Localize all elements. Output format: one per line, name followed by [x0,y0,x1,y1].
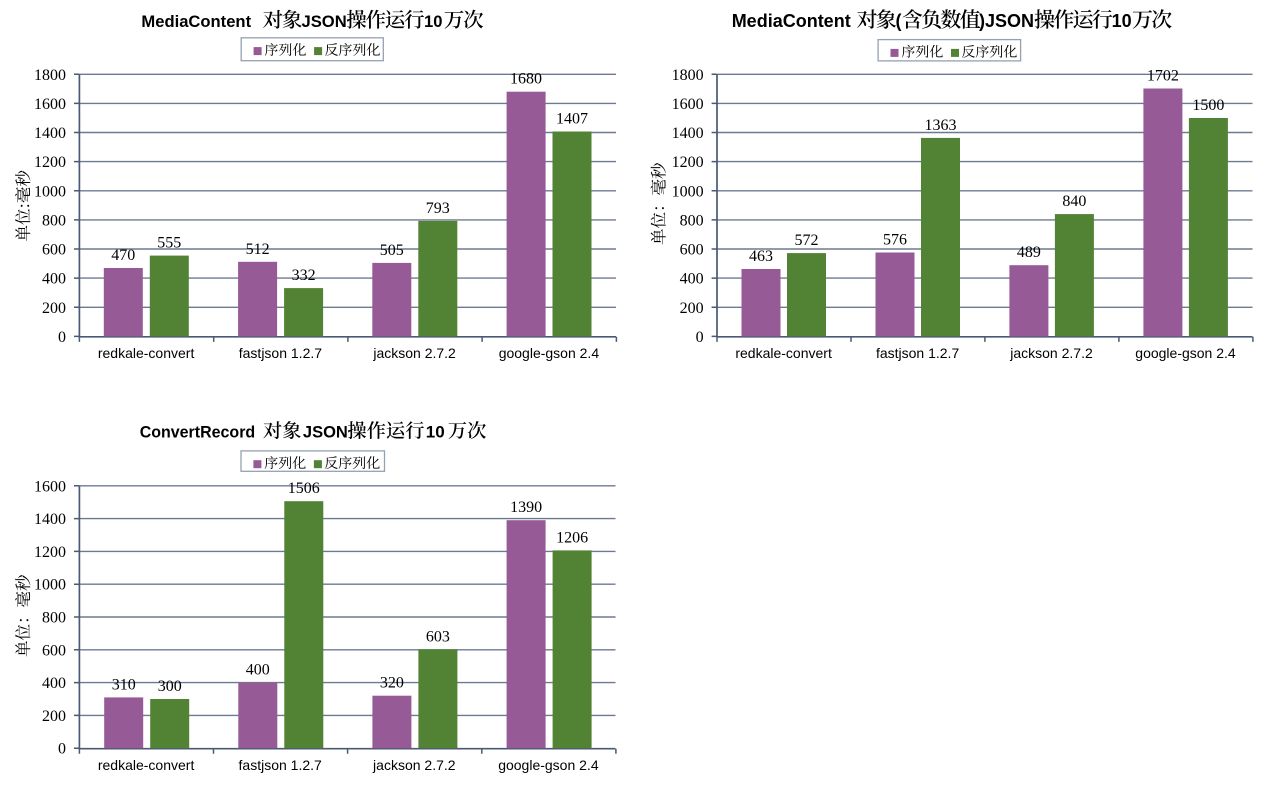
svg-text:200: 200 [680,300,704,317]
svg-text:400: 400 [680,271,704,288]
svg-text:fastjson 1.2.7: fastjson 1.2.7 [876,345,959,361]
svg-text:1400: 1400 [34,125,66,142]
svg-text:1800: 1800 [34,67,66,84]
svg-text:MediaContent: MediaContent [732,11,851,31]
svg-text:200: 200 [42,708,66,725]
svg-text:redkale-convert: redkale-convert [735,345,832,361]
svg-text:redkale-convert: redkale-convert [98,757,195,773]
svg-text:1600: 1600 [34,478,66,495]
svg-text:310: 310 [112,676,136,693]
svg-text:JSON: JSON [303,423,348,441]
svg-text:JSON: JSON [302,12,347,31]
svg-text:MediaContent: MediaContent [141,12,251,31]
svg-text:1400: 1400 [34,511,66,528]
svg-text:1702: 1702 [1147,68,1179,85]
svg-text:1200: 1200 [34,154,66,171]
svg-text:1390: 1390 [510,499,542,516]
svg-text:793: 793 [426,200,450,217]
svg-text:200: 200 [42,300,66,317]
svg-text:600: 600 [680,242,704,259]
svg-text:0: 0 [696,329,704,346]
svg-text:1680: 1680 [510,71,542,88]
svg-text:1407: 1407 [556,111,588,128]
svg-text:1200: 1200 [34,544,66,561]
svg-text:800: 800 [680,212,704,229]
svg-text:1600: 1600 [34,96,66,113]
svg-text:800: 800 [42,212,66,229]
svg-text:jackson 2.7.2: jackson 2.7.2 [372,345,456,361]
svg-text:1000: 1000 [672,183,704,200]
svg-text:400: 400 [42,271,66,288]
svg-text:603: 603 [426,628,450,645]
svg-text:463: 463 [749,248,773,265]
svg-text:10: 10 [424,12,442,31]
svg-text:1363: 1363 [925,117,957,134]
svg-text:1506: 1506 [288,480,320,497]
svg-text:1000: 1000 [34,183,66,200]
svg-text:1400: 1400 [672,125,704,142]
svg-text:505: 505 [380,242,404,259]
svg-text:576: 576 [883,232,907,249]
svg-text:jackson 2.7.2: jackson 2.7.2 [372,757,456,773]
svg-text:10: 10 [426,422,445,441]
svg-text:redkale-convert: redkale-convert [98,345,195,361]
svg-text:555: 555 [157,235,181,252]
svg-text:)JSON: )JSON [979,11,1034,31]
svg-text:(: ( [896,11,902,31]
svg-text:0: 0 [58,329,66,346]
svg-text:google-gson 2.4: google-gson 2.4 [498,757,599,773]
svg-text:ConvertRecord: ConvertRecord [140,423,256,441]
svg-text:320: 320 [380,675,404,692]
svg-text:800: 800 [42,610,66,627]
svg-text:400: 400 [246,662,270,679]
svg-text:332: 332 [292,267,316,284]
svg-text:jackson 2.7.2: jackson 2.7.2 [1009,345,1093,361]
svg-text:470: 470 [111,247,135,264]
svg-text:1000: 1000 [34,577,66,594]
svg-text:300: 300 [158,678,182,695]
svg-text:google-gson 2.4: google-gson 2.4 [1135,345,1236,361]
svg-text:1800: 1800 [672,67,704,84]
svg-text:0: 0 [58,741,66,758]
svg-text:600: 600 [42,642,66,659]
svg-text:840: 840 [1062,193,1086,210]
svg-text:1600: 1600 [672,96,704,113]
svg-text:489: 489 [1017,244,1041,261]
svg-text:10: 10 [1112,11,1132,31]
svg-text:512: 512 [246,241,270,258]
svg-text:1206: 1206 [556,529,588,546]
svg-text:600: 600 [42,242,66,259]
svg-text:572: 572 [795,232,819,249]
svg-text:google-gson 2.4: google-gson 2.4 [499,345,600,361]
svg-text:400: 400 [42,675,66,692]
svg-text:fastjson 1.2.7: fastjson 1.2.7 [239,757,322,773]
svg-text:1500: 1500 [1192,97,1224,114]
svg-text:fastjson 1.2.7: fastjson 1.2.7 [239,345,322,361]
svg-text:1200: 1200 [672,154,704,171]
